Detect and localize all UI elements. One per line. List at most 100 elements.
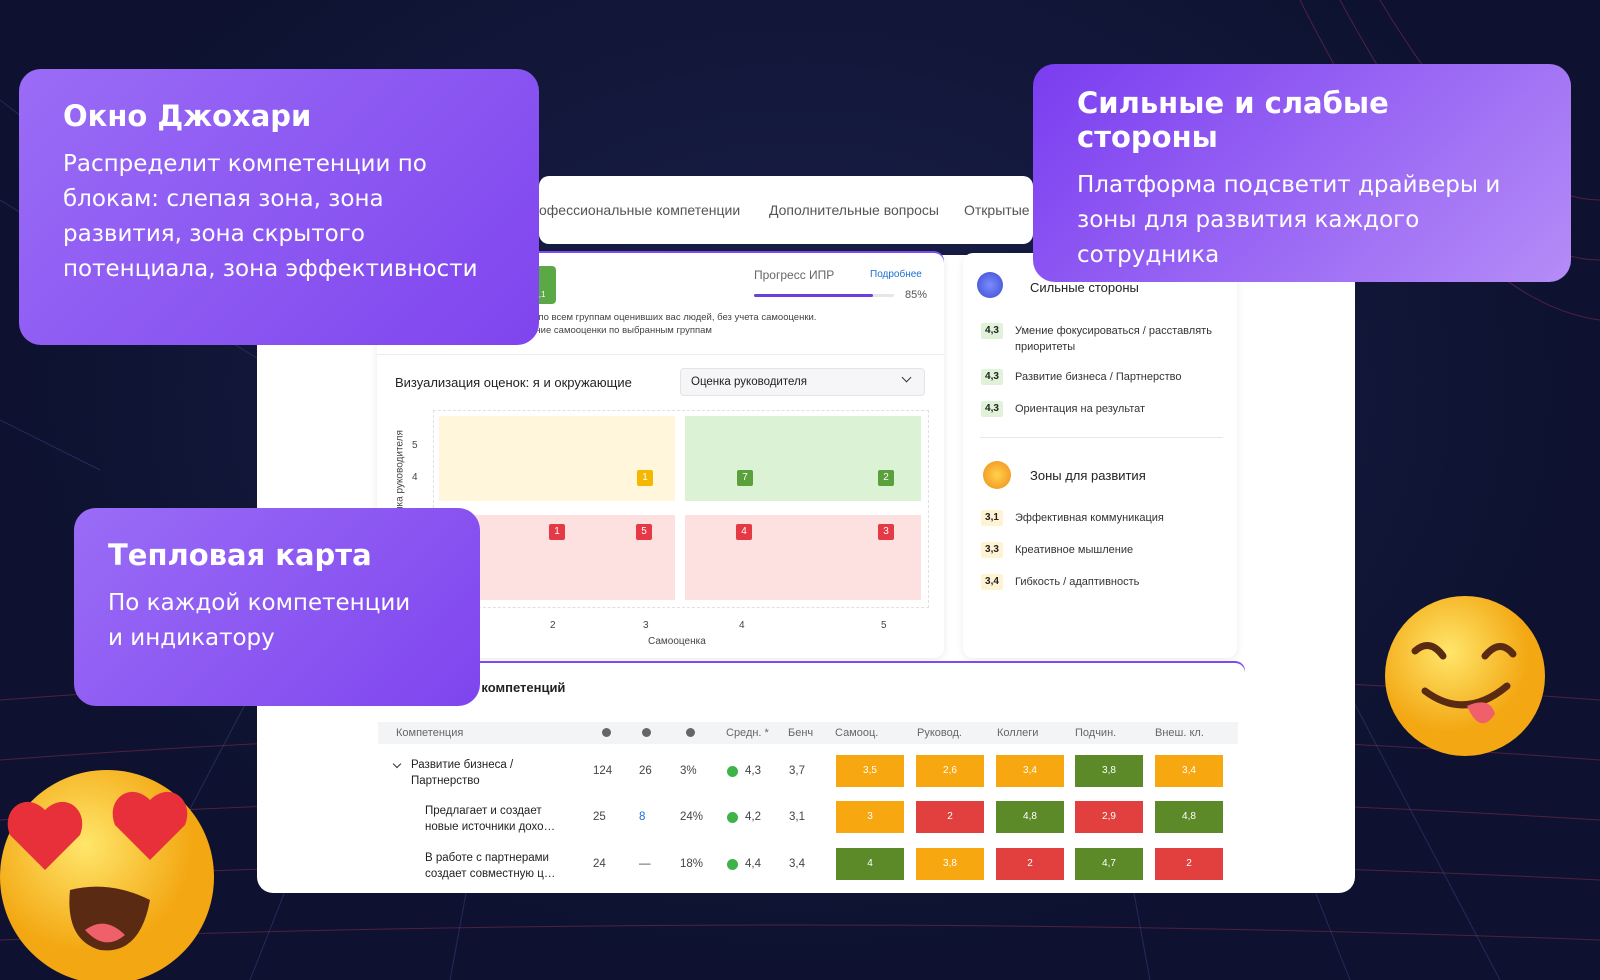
item-text: Умение фокусироваться / расставлять прио… bbox=[1015, 325, 1212, 353]
progress-bar bbox=[754, 294, 873, 297]
callout-title: Окно Джохари bbox=[63, 99, 312, 133]
link[interactable]: Подробнее bbox=[870, 269, 922, 280]
badge: 5 bbox=[636, 524, 652, 540]
heat-cell: 3,4 bbox=[1155, 755, 1223, 787]
badge: 3 bbox=[878, 524, 894, 540]
x-axis-label: Самооценка bbox=[648, 636, 706, 647]
row-name: Предлагает и создает новые источники дох… bbox=[425, 805, 556, 833]
smiley bbox=[727, 766, 738, 777]
table-header-bg bbox=[378, 722, 1238, 744]
progress-label: 85% bbox=[905, 289, 928, 301]
emoji-tongue bbox=[1385, 596, 1545, 756]
cell: 24 bbox=[593, 858, 606, 870]
column-header: Коллеги bbox=[997, 727, 1039, 739]
item-text: Развитие бизнеса / Партнерство bbox=[1015, 371, 1182, 383]
item-text: Эффективная коммуникация bbox=[1015, 512, 1164, 524]
description: Общий средний балл считается по всем гру… bbox=[395, 312, 817, 323]
column-icon bbox=[686, 728, 695, 737]
callout-title: Тепловая карта bbox=[108, 538, 372, 572]
tab[interactable]: Открытые bbox=[964, 202, 1030, 218]
column-header: Руковод. bbox=[917, 727, 962, 739]
callout-text: По каждой компетенции и индикатору bbox=[108, 590, 411, 651]
heat-cell: 4,8 bbox=[996, 801, 1064, 833]
item-text: Гибкость / адаптивность bbox=[1015, 576, 1140, 588]
progress-title: Прогресс ИПР bbox=[754, 268, 835, 282]
description: На графике отображено сравнение самооцен… bbox=[395, 325, 712, 336]
target-icon bbox=[983, 461, 1011, 489]
cell: 3% bbox=[680, 765, 697, 777]
select[interactable]: Оценка руководителя bbox=[680, 368, 925, 396]
item-text: Ориентация на результат bbox=[1015, 403, 1146, 415]
heat-cell: 4 bbox=[836, 848, 904, 880]
section-title: Визуализация оценок: я и окружающие bbox=[395, 375, 632, 390]
column-header: Компетенция bbox=[396, 727, 464, 739]
divider bbox=[980, 437, 1223, 438]
cell: 124 bbox=[593, 765, 613, 777]
cell: 3,7 bbox=[789, 765, 805, 777]
section-title: Сильные стороны bbox=[1030, 280, 1139, 295]
callout-title: Сильные и слабые стороны bbox=[1077, 86, 1389, 154]
heat-cell: 4,7 bbox=[1075, 848, 1143, 880]
cell: 18% bbox=[680, 858, 704, 870]
heat-cell: 3,8 bbox=[1075, 755, 1143, 787]
cell: — bbox=[639, 858, 651, 870]
cell: 25 bbox=[593, 811, 606, 823]
column-icon bbox=[602, 728, 611, 737]
row-name: В работе с партнерами создает совместную… bbox=[425, 852, 556, 880]
emoji-heart-eyes bbox=[0, 770, 214, 980]
x-tick-label: 2 bbox=[550, 620, 556, 631]
heat-cell: 2 bbox=[1155, 848, 1223, 880]
badge: 1 bbox=[549, 524, 565, 540]
tab[interactable]: Дополнительные вопросы bbox=[769, 202, 939, 218]
column-header: Бенч bbox=[788, 727, 814, 739]
cell: 8 bbox=[639, 811, 646, 823]
score-chip: 3,1 bbox=[981, 510, 1003, 526]
heat-cell: 3,5 bbox=[836, 755, 904, 787]
divider bbox=[377, 354, 944, 355]
heat-cell: 4,8 bbox=[1155, 801, 1223, 833]
x-tick-label: 4 bbox=[739, 620, 745, 631]
y-tick-label: 4 bbox=[412, 472, 418, 483]
badge: 7 bbox=[737, 470, 753, 486]
badge: 1 bbox=[637, 470, 653, 486]
quadrant bbox=[685, 416, 921, 501]
cell: 24% bbox=[680, 811, 704, 823]
item-text: Креативное мышление bbox=[1015, 544, 1134, 556]
y-tick-label: 5 bbox=[412, 440, 418, 451]
cell: 4,3 bbox=[745, 765, 761, 777]
heat-cell: 3 bbox=[836, 801, 904, 833]
heat-cell: 2,6 bbox=[916, 755, 984, 787]
smiley bbox=[727, 859, 738, 870]
tabs-bar: офессиональные компетенции Дополнительны… bbox=[539, 176, 1033, 244]
heat-cell: 3,8 bbox=[916, 848, 984, 880]
score-chip: 3,4 bbox=[981, 574, 1003, 590]
heat-cell: 3,4 bbox=[996, 755, 1064, 787]
column-icon bbox=[642, 728, 651, 737]
cell: 4,4 bbox=[745, 858, 761, 870]
column-header: Средн. * bbox=[726, 727, 769, 739]
heat-cell: 2 bbox=[996, 848, 1064, 880]
cell: 4,2 bbox=[745, 811, 761, 823]
x-tick-label: 5 bbox=[881, 620, 887, 631]
row-name: Развитие бизнеса / Партнерство bbox=[411, 759, 514, 787]
score-chip: 4,3 bbox=[981, 369, 1003, 385]
column-header: Подчин. bbox=[1075, 727, 1117, 739]
callout-text: Распределит компетенции по блокам: слепа… bbox=[63, 151, 478, 282]
badge: 2 bbox=[878, 470, 894, 486]
score-chip: 4,3 bbox=[981, 401, 1003, 417]
callout: Сильные и слабые стороны Платформа подсв… bbox=[1033, 64, 1571, 282]
rocket-icon bbox=[977, 272, 1003, 298]
quadrant bbox=[439, 416, 675, 501]
cell: 26 bbox=[639, 765, 652, 777]
callout: Тепловая карта По каждой компетенции и и… bbox=[74, 508, 480, 706]
column-header: Самооц. bbox=[835, 727, 879, 739]
cell: 3,1 bbox=[789, 811, 805, 823]
badge: 4 bbox=[736, 524, 752, 540]
callout: Окно Джохари Распределит компетенции по … bbox=[19, 69, 539, 345]
heat-cell: 2 bbox=[916, 801, 984, 833]
callout-text: Платформа подсветит драйверы и зоны для … bbox=[1077, 172, 1501, 268]
cell: 3,4 bbox=[789, 858, 805, 870]
section-title: Зоны для развития bbox=[1030, 468, 1146, 483]
tab[interactable]: офессиональные компетенции bbox=[539, 202, 741, 218]
